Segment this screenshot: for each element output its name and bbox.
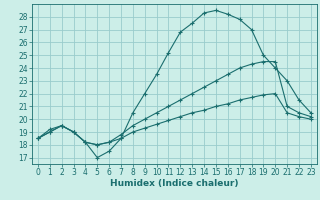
X-axis label: Humidex (Indice chaleur): Humidex (Indice chaleur) (110, 179, 239, 188)
